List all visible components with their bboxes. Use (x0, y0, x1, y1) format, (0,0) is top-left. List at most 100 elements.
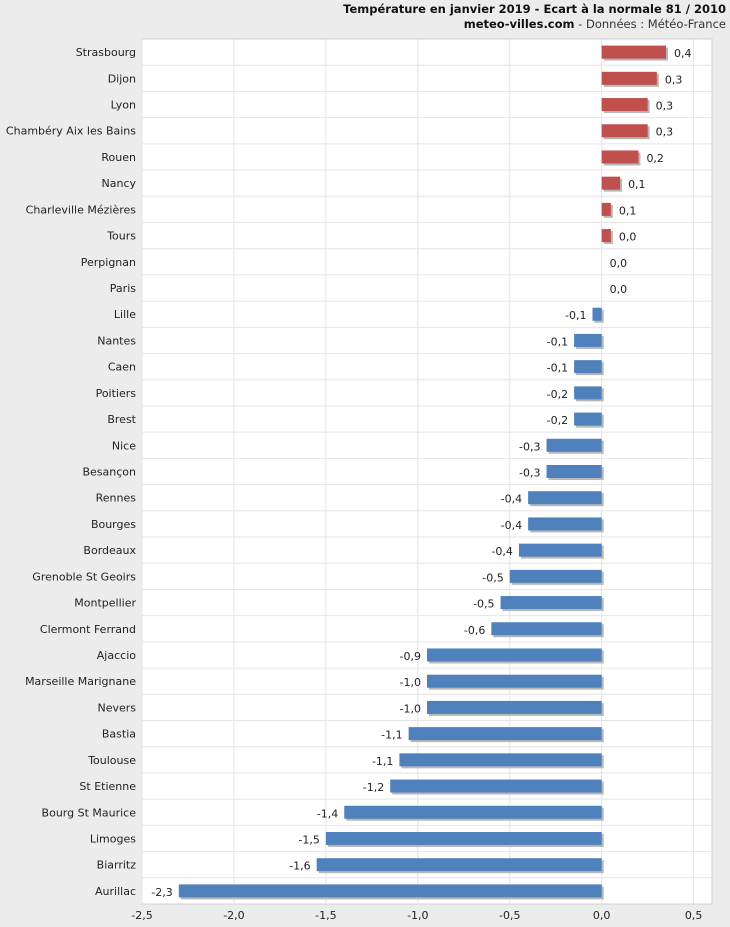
value-label: -0,1 (547, 335, 568, 348)
category-label: Aurillac (95, 885, 136, 898)
value-label: 0,0 (610, 283, 628, 296)
category-label: St Etienne (79, 780, 136, 793)
value-label: -0,1 (547, 362, 568, 375)
value-label: -0,4 (501, 493, 522, 506)
value-label: -1,6 (289, 860, 310, 873)
bar (601, 202, 611, 216)
category-label: Strasbourg (76, 46, 136, 59)
bar (178, 884, 602, 898)
value-labels: 0,40,30,30,30,20,10,10,00,00,0-0,1-0,1-0… (151, 47, 691, 899)
bar (601, 98, 648, 112)
category-label: Ajaccio (97, 649, 136, 662)
site-name: meteo-villes.com (463, 17, 575, 31)
bar (546, 438, 602, 452)
category-label: Lyon (111, 99, 136, 112)
bar (528, 491, 602, 505)
category-label: Lille (114, 308, 136, 321)
x-axis-ticks: -2,5 -2,0 -1,5 -1,0 -0,5 0,0 0,5 (131, 909, 702, 922)
category-label: Bourg St Maurice (42, 806, 137, 819)
x-tick-label: 0,5 (685, 909, 703, 922)
bar (574, 412, 602, 426)
value-label: -0,4 (491, 545, 512, 558)
value-label: -0,3 (519, 440, 540, 453)
bar (408, 727, 602, 741)
value-label: 0,1 (619, 204, 637, 217)
chart-header: Température en janvier 2019 - Ecart à la… (343, 2, 726, 32)
value-label: -0,1 (565, 309, 586, 322)
value-label: 0,3 (665, 73, 683, 86)
bar (344, 805, 602, 819)
category-label: Toulouse (87, 754, 136, 767)
bar (518, 543, 602, 557)
value-label: -1,0 (400, 676, 421, 689)
category-label: Grenoble St Geoirs (32, 570, 136, 583)
bar (325, 831, 602, 845)
x-tick-label: -2,0 (223, 909, 244, 922)
value-label: -0,2 (547, 414, 568, 427)
x-tick-label: 0,0 (593, 909, 611, 922)
value-label: -1,5 (298, 833, 319, 846)
category-label: Paris (110, 282, 136, 295)
category-label: Rennes (96, 492, 137, 505)
category-label: Besançon (82, 466, 136, 479)
bar (574, 360, 602, 374)
bar (592, 307, 602, 321)
category-label: Nice (112, 439, 136, 452)
category-label: Bastia (102, 728, 136, 741)
category-label: Rouen (101, 151, 136, 164)
bar (390, 779, 602, 793)
chart-subtitle: meteo-villes.com - Données : Météo-Franc… (343, 17, 726, 32)
value-label: 0,1 (628, 178, 646, 191)
category-label: Chambéry Aix les Bains (6, 125, 136, 138)
category-labels: Strasbourg Dijon Lyon Chambéry Aix les Bain… (6, 46, 137, 898)
plot-area (141, 38, 713, 905)
x-tick-label: -1,5 (315, 909, 336, 922)
bar (500, 596, 602, 610)
bar (601, 124, 648, 138)
x-tick-label: -1,0 (407, 909, 428, 922)
category-label: Bourges (91, 518, 136, 531)
category-label: Dijon (108, 72, 136, 85)
bar (601, 150, 639, 164)
bar (316, 858, 602, 872)
category-label: Biarritz (97, 859, 137, 872)
category-label: Caen (108, 361, 136, 374)
bar (574, 333, 602, 347)
bar (427, 674, 602, 688)
value-label: 0,0 (610, 257, 628, 270)
chart-title: Température en janvier 2019 - Ecart à la… (343, 2, 726, 16)
value-label: -0,5 (473, 598, 494, 611)
category-label: Limoges (90, 832, 136, 845)
value-label: -0,4 (501, 519, 522, 532)
category-label: Nantes (97, 334, 136, 347)
bar (427, 700, 602, 714)
bar (528, 517, 602, 531)
bar (491, 622, 602, 636)
value-label: 0,2 (646, 152, 664, 165)
category-label: Poitiers (96, 387, 137, 400)
value-label: -0,3 (519, 467, 540, 480)
value-label: -1,0 (400, 702, 421, 715)
category-label: Perpignan (81, 256, 136, 269)
value-label: -1,2 (363, 781, 384, 794)
value-label: -2,3 (151, 886, 172, 899)
bar (574, 386, 602, 400)
data-source: - Données : Météo-France (574, 17, 726, 31)
value-label: -0,5 (482, 571, 503, 584)
category-label: Nevers (97, 701, 136, 714)
value-label: -1,4 (317, 807, 338, 820)
value-label: 0,3 (656, 126, 674, 139)
value-label: -1,1 (381, 729, 402, 742)
value-label: -1,1 (372, 755, 393, 768)
x-tick-label: -0,5 (499, 909, 520, 922)
bar (427, 648, 602, 662)
x-tick-label: -2,5 (131, 909, 152, 922)
category-label: Montpellier (74, 597, 136, 610)
category-label: Clermont Ferrand (40, 623, 136, 636)
value-label: -0,2 (547, 388, 568, 401)
category-label: Marseille Marignane (25, 675, 136, 688)
category-label: Bordeaux (83, 544, 136, 557)
category-label: Charleville Mézières (26, 203, 137, 216)
bar (601, 229, 611, 243)
